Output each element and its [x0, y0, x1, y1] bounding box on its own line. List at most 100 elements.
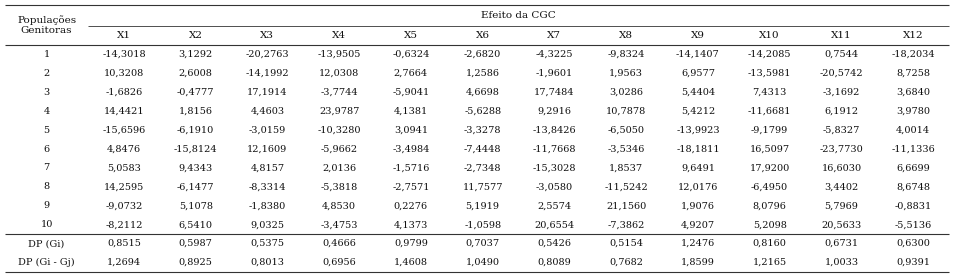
Text: 8,0796: 8,0796 — [752, 201, 786, 210]
Text: 4,9207: 4,9207 — [680, 220, 714, 229]
Text: 6,5410: 6,5410 — [178, 220, 213, 229]
Text: 14,2595: 14,2595 — [104, 182, 144, 191]
Text: -6,4950: -6,4950 — [750, 182, 787, 191]
Text: 9,2916: 9,2916 — [537, 107, 571, 116]
Text: 20,5633: 20,5633 — [821, 220, 861, 229]
Text: 17,9200: 17,9200 — [749, 163, 789, 173]
Text: 2: 2 — [44, 69, 50, 78]
Text: -6,1477: -6,1477 — [176, 182, 214, 191]
Text: 0,5426: 0,5426 — [537, 239, 571, 248]
Text: -9,0732: -9,0732 — [105, 201, 143, 210]
Text: 4,4603: 4,4603 — [250, 107, 284, 116]
Text: -3,5346: -3,5346 — [607, 145, 644, 153]
Text: -13,9923: -13,9923 — [676, 125, 719, 135]
Text: X6: X6 — [476, 31, 489, 40]
Text: 4,0014: 4,0014 — [895, 125, 929, 135]
Text: 0,9799: 0,9799 — [394, 239, 427, 248]
Text: -13,5981: -13,5981 — [747, 69, 791, 78]
Text: -11,7668: -11,7668 — [532, 145, 576, 153]
Text: 4,1381: 4,1381 — [394, 107, 428, 116]
Text: 1,2476: 1,2476 — [680, 239, 714, 248]
Text: 1,9076: 1,9076 — [680, 201, 714, 210]
Text: 5,4404: 5,4404 — [680, 88, 714, 97]
Text: 20,6554: 20,6554 — [534, 220, 574, 229]
Text: -0,6324: -0,6324 — [392, 50, 429, 59]
Text: 17,7484: 17,7484 — [534, 88, 574, 97]
Text: 3,0941: 3,0941 — [394, 125, 428, 135]
Text: 3,0286: 3,0286 — [609, 88, 642, 97]
Text: 9,6491: 9,6491 — [680, 163, 714, 173]
Text: 4,6698: 4,6698 — [465, 88, 499, 97]
Text: 6,1912: 6,1912 — [823, 107, 858, 116]
Text: 16,5097: 16,5097 — [749, 145, 789, 153]
Text: -3,4753: -3,4753 — [320, 220, 357, 229]
Text: -9,8324: -9,8324 — [607, 50, 644, 59]
Text: 1: 1 — [44, 50, 50, 59]
Text: -4,3225: -4,3225 — [535, 50, 573, 59]
Text: -3,4984: -3,4984 — [392, 145, 429, 153]
Text: 9,4343: 9,4343 — [178, 163, 213, 173]
Text: -2,6820: -2,6820 — [463, 50, 500, 59]
Text: 0,8160: 0,8160 — [752, 239, 786, 248]
Text: -1,9601: -1,9601 — [536, 69, 573, 78]
Text: 5,7969: 5,7969 — [823, 201, 858, 210]
Text: -15,3028: -15,3028 — [532, 163, 576, 173]
Text: 5,1919: 5,1919 — [465, 201, 499, 210]
Text: 3,1292: 3,1292 — [178, 50, 213, 59]
Text: 0,8013: 0,8013 — [251, 258, 284, 267]
Text: -3,1692: -3,1692 — [821, 88, 860, 97]
Text: 0,7037: 0,7037 — [465, 239, 499, 248]
Text: 0,6731: 0,6731 — [823, 239, 858, 248]
Text: 12,1609: 12,1609 — [247, 145, 287, 153]
Text: 8: 8 — [44, 182, 50, 191]
Text: 1,9563: 1,9563 — [609, 69, 642, 78]
Text: -23,7730: -23,7730 — [819, 145, 862, 153]
Text: -18,1811: -18,1811 — [676, 145, 719, 153]
Text: 5: 5 — [44, 125, 50, 135]
Text: -7,3862: -7,3862 — [607, 220, 644, 229]
Text: -13,8426: -13,8426 — [532, 125, 576, 135]
Text: -0,8831: -0,8831 — [894, 201, 931, 210]
Text: 4,1373: 4,1373 — [394, 220, 428, 229]
Text: 1,8537: 1,8537 — [608, 163, 642, 173]
Text: Populações
Genitoras: Populações Genitoras — [17, 15, 76, 35]
Text: 0,4666: 0,4666 — [322, 239, 355, 248]
Text: 16,6030: 16,6030 — [821, 163, 861, 173]
Text: -1,8380: -1,8380 — [249, 201, 286, 210]
Text: 2,5574: 2,5574 — [537, 201, 571, 210]
Text: -0,4777: -0,4777 — [176, 88, 214, 97]
Text: 3,4402: 3,4402 — [823, 182, 858, 191]
Text: -8,2112: -8,2112 — [105, 220, 143, 229]
Text: 12,0176: 12,0176 — [677, 182, 718, 191]
Text: 5,0583: 5,0583 — [107, 163, 141, 173]
Text: 9,0325: 9,0325 — [251, 220, 284, 229]
Text: -7,4448: -7,4448 — [463, 145, 501, 153]
Text: 0,5375: 0,5375 — [251, 239, 284, 248]
Text: 1,4608: 1,4608 — [394, 258, 428, 267]
Text: 8,7258: 8,7258 — [895, 69, 929, 78]
Text: 0,8925: 0,8925 — [178, 258, 213, 267]
Text: -3,0580: -3,0580 — [536, 182, 573, 191]
Text: 3: 3 — [44, 88, 50, 97]
Text: -10,3280: -10,3280 — [317, 125, 360, 135]
Text: DP (Gi): DP (Gi) — [29, 239, 65, 248]
Text: 2,6008: 2,6008 — [178, 69, 213, 78]
Text: 0,6300: 0,6300 — [895, 239, 929, 248]
Text: 10: 10 — [40, 220, 52, 229]
Text: 0,8515: 0,8515 — [107, 239, 141, 248]
Text: 14,4421: 14,4421 — [104, 107, 144, 116]
Text: -3,0159: -3,0159 — [249, 125, 286, 135]
Text: 4: 4 — [44, 107, 50, 116]
Text: -1,6826: -1,6826 — [105, 88, 142, 97]
Text: 5,1078: 5,1078 — [178, 201, 213, 210]
Text: 4,8476: 4,8476 — [107, 145, 141, 153]
Text: 4,8157: 4,8157 — [250, 163, 284, 173]
Text: -11,1336: -11,1336 — [890, 145, 934, 153]
Text: 12,0308: 12,0308 — [318, 69, 359, 78]
Text: X12: X12 — [902, 31, 923, 40]
Text: -5,6288: -5,6288 — [463, 107, 500, 116]
Text: 6,9577: 6,9577 — [680, 69, 714, 78]
Text: -9,1799: -9,1799 — [750, 125, 787, 135]
Text: X3: X3 — [260, 31, 274, 40]
Text: X11: X11 — [830, 31, 851, 40]
